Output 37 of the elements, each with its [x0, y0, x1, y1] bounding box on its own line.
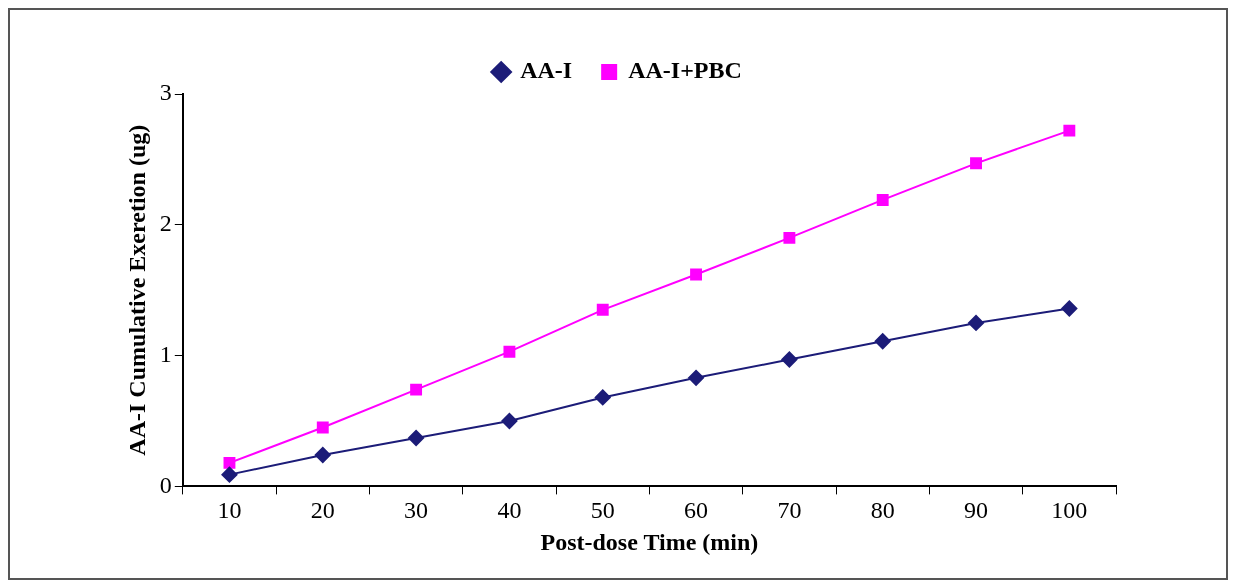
point	[316, 421, 329, 434]
x-axis-title: Post-dose Time (min)	[540, 528, 759, 555]
x-tick-label: 40	[497, 497, 522, 524]
point	[410, 383, 423, 396]
x-tick-label: 30	[404, 497, 429, 524]
point	[783, 231, 796, 244]
point	[596, 303, 609, 316]
point	[501, 413, 518, 429]
legend-label: AA-I	[520, 57, 573, 84]
point	[221, 466, 238, 483]
point	[690, 268, 703, 281]
point	[970, 157, 982, 170]
point	[594, 389, 611, 406]
point	[874, 333, 891, 350]
y-tick-label: 1	[159, 340, 172, 367]
x-tick-label: 60	[684, 497, 709, 524]
point	[1061, 300, 1078, 317]
legend-label: AA-I+PBC	[628, 57, 742, 84]
point	[503, 345, 516, 358]
y-axis-title: AA-I Cumulative Exeretion (ug)	[123, 124, 150, 456]
x-tick-label: 50	[590, 497, 615, 524]
point	[968, 314, 985, 331]
point	[408, 430, 425, 446]
point	[1063, 124, 1076, 137]
point	[876, 194, 889, 206]
x-tick-label: 100	[1051, 497, 1088, 524]
point	[314, 447, 331, 464]
point	[781, 351, 798, 368]
y-tick-label: 3	[159, 79, 172, 106]
y-tick-label: 0	[159, 471, 172, 498]
x-tick-label: 90	[964, 497, 989, 524]
x-tick-label: 10	[217, 497, 242, 524]
x-tick-label: 20	[310, 497, 335, 524]
y-tick-label: 2	[159, 210, 172, 237]
x-tick-label: 80	[870, 497, 895, 524]
point	[688, 369, 705, 386]
x-tick-label: 70	[777, 497, 802, 524]
